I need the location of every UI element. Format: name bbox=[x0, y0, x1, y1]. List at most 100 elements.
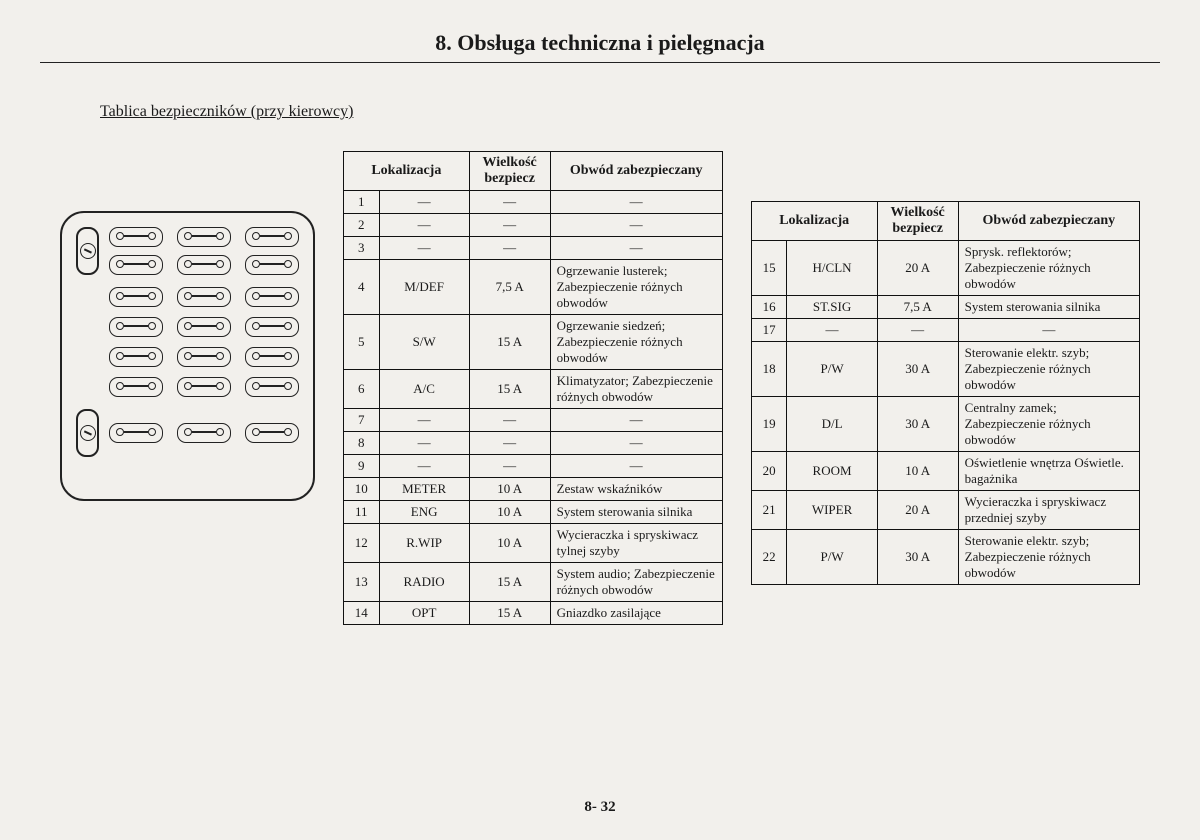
cell-num: 15 bbox=[751, 241, 787, 296]
table-row: 15H/CLN20 ASprysk. reflektorów; Zabezpie… bbox=[751, 241, 1139, 296]
fuse-icon bbox=[109, 317, 163, 337]
content-row: Lokalizacja Wielkość bezpiecz Obwód zabe… bbox=[40, 151, 1160, 625]
cell-circuit: Klimatyzator; Zabezpieczenie różnych obw… bbox=[550, 370, 722, 409]
chapter-title: 8. Obsługa techniczna i pielęgnacja bbox=[40, 30, 1160, 56]
fuse-table-left: Lokalizacja Wielkość bezpiecz Obwód zabe… bbox=[343, 151, 723, 625]
table-row: 6A/C15 AKlimatyzator; Zabezpieczenie róż… bbox=[344, 370, 723, 409]
fuse-icon bbox=[245, 423, 299, 443]
cell-size: — bbox=[469, 191, 550, 214]
cell-size: 10 A bbox=[877, 452, 958, 491]
table-row: 17——— bbox=[751, 319, 1139, 342]
cell-loc: P/W bbox=[787, 530, 877, 585]
cell-loc: ROOM bbox=[787, 452, 877, 491]
table-row: 21WIPER20 AWycieraczka i spryskiwacz prz… bbox=[751, 491, 1139, 530]
cell-size: — bbox=[469, 214, 550, 237]
cell-num: 17 bbox=[751, 319, 787, 342]
cell-circuit: — bbox=[550, 455, 722, 478]
fuse-icon bbox=[109, 347, 163, 367]
table-row: 4M/DEF7,5 AOgrzewanie lusterek; Zabezpie… bbox=[344, 260, 723, 315]
cell-size: 30 A bbox=[877, 342, 958, 397]
divider bbox=[40, 62, 1160, 63]
fuse-icon bbox=[177, 347, 231, 367]
cell-loc: ENG bbox=[379, 501, 469, 524]
cell-loc: WIPER bbox=[787, 491, 877, 530]
table-row: 11ENG10 ASystem sterowania silnika bbox=[344, 501, 723, 524]
cell-circuit: Ogrzewanie lusterek; Zabezpieczenie różn… bbox=[550, 260, 722, 315]
cell-circuit: — bbox=[550, 409, 722, 432]
cell-loc: P/W bbox=[787, 342, 877, 397]
fuse-icon bbox=[245, 377, 299, 397]
cell-num: 16 bbox=[751, 296, 787, 319]
cell-num: 14 bbox=[344, 602, 380, 625]
cell-circuit: — bbox=[550, 432, 722, 455]
main-fuse-icon bbox=[76, 227, 99, 275]
fuse-table-right: Lokalizacja Wielkość bezpiecz Obwód zabe… bbox=[751, 201, 1140, 585]
table-row: 1——— bbox=[344, 191, 723, 214]
cell-loc: — bbox=[379, 409, 469, 432]
cell-loc: — bbox=[787, 319, 877, 342]
table-row: 13RADIO15 ASystem audio; Zabezpieczenie … bbox=[344, 563, 723, 602]
cell-size: 30 A bbox=[877, 397, 958, 452]
section-title: Tablica bezpieczników (przy kierowcy) bbox=[100, 103, 1160, 121]
cell-size: — bbox=[469, 409, 550, 432]
cell-size: 15 A bbox=[469, 370, 550, 409]
cell-loc: M/DEF bbox=[379, 260, 469, 315]
fuse-icon bbox=[109, 423, 163, 443]
cell-num: 20 bbox=[751, 452, 787, 491]
fuse-icon bbox=[109, 227, 163, 247]
cell-circuit: System sterowania silnika bbox=[958, 296, 1139, 319]
cell-loc: — bbox=[379, 214, 469, 237]
cell-circuit: — bbox=[550, 214, 722, 237]
fuse-icon bbox=[245, 227, 299, 247]
cell-num: 9 bbox=[344, 455, 380, 478]
cell-num: 13 bbox=[344, 563, 380, 602]
th-loc: Lokalizacja bbox=[344, 152, 470, 191]
cell-size: — bbox=[469, 455, 550, 478]
fuse-icon bbox=[177, 423, 231, 443]
cell-size: 10 A bbox=[469, 501, 550, 524]
cell-num: 10 bbox=[344, 478, 380, 501]
fuse-icon bbox=[245, 287, 299, 307]
cell-num: 18 bbox=[751, 342, 787, 397]
cell-num: 19 bbox=[751, 397, 787, 452]
fuse-icon bbox=[177, 227, 231, 247]
cell-num: 12 bbox=[344, 524, 380, 563]
table-row: 22P/W30 ASterowanie elektr. szyb; Zabezp… bbox=[751, 530, 1139, 585]
cell-size: 30 A bbox=[877, 530, 958, 585]
th-loc: Lokalizacja bbox=[751, 202, 877, 241]
fuse-icon bbox=[177, 377, 231, 397]
cell-loc: — bbox=[379, 191, 469, 214]
table-row: 16ST.SIG7,5 ASystem sterowania silnika bbox=[751, 296, 1139, 319]
cell-circuit: Ogrzewanie siedzeń; Zabezpieczenie różny… bbox=[550, 315, 722, 370]
cell-circuit: Oświetlenie wnętrza Oświetle. bagażnika bbox=[958, 452, 1139, 491]
cell-loc: RADIO bbox=[379, 563, 469, 602]
cell-loc: — bbox=[379, 455, 469, 478]
cell-num: 8 bbox=[344, 432, 380, 455]
cell-size: — bbox=[469, 432, 550, 455]
cell-num: 7 bbox=[344, 409, 380, 432]
cell-circuit: — bbox=[550, 191, 722, 214]
cell-circuit: Zestaw wskaźników bbox=[550, 478, 722, 501]
fuse-icon bbox=[245, 317, 299, 337]
cell-circuit: — bbox=[958, 319, 1139, 342]
cell-loc: D/L bbox=[787, 397, 877, 452]
table-row: 19D/L30 ACentralny zamek; Zabezpieczenie… bbox=[751, 397, 1139, 452]
th-size: Wielkość bezpiecz bbox=[469, 152, 550, 191]
fuse-icon bbox=[245, 255, 299, 275]
cell-size: 15 A bbox=[469, 315, 550, 370]
page-number: 8- 32 bbox=[0, 799, 1200, 816]
cell-loc: H/CLN bbox=[787, 241, 877, 296]
table-row: 8——— bbox=[344, 432, 723, 455]
th-circuit: Obwód zabezpieczany bbox=[550, 152, 722, 191]
cell-loc: ST.SIG bbox=[787, 296, 877, 319]
table-row: 9——— bbox=[344, 455, 723, 478]
cell-num: 21 bbox=[751, 491, 787, 530]
table-row: 5S/W15 AOgrzewanie siedzeń; Zabezpieczen… bbox=[344, 315, 723, 370]
cell-size: 20 A bbox=[877, 491, 958, 530]
cell-size: 7,5 A bbox=[469, 260, 550, 315]
fuse-icon bbox=[177, 287, 231, 307]
fuse-icon bbox=[109, 377, 163, 397]
table-row: 10METER10 AZestaw wskaźników bbox=[344, 478, 723, 501]
cell-size: 10 A bbox=[469, 524, 550, 563]
cell-size: 15 A bbox=[469, 563, 550, 602]
